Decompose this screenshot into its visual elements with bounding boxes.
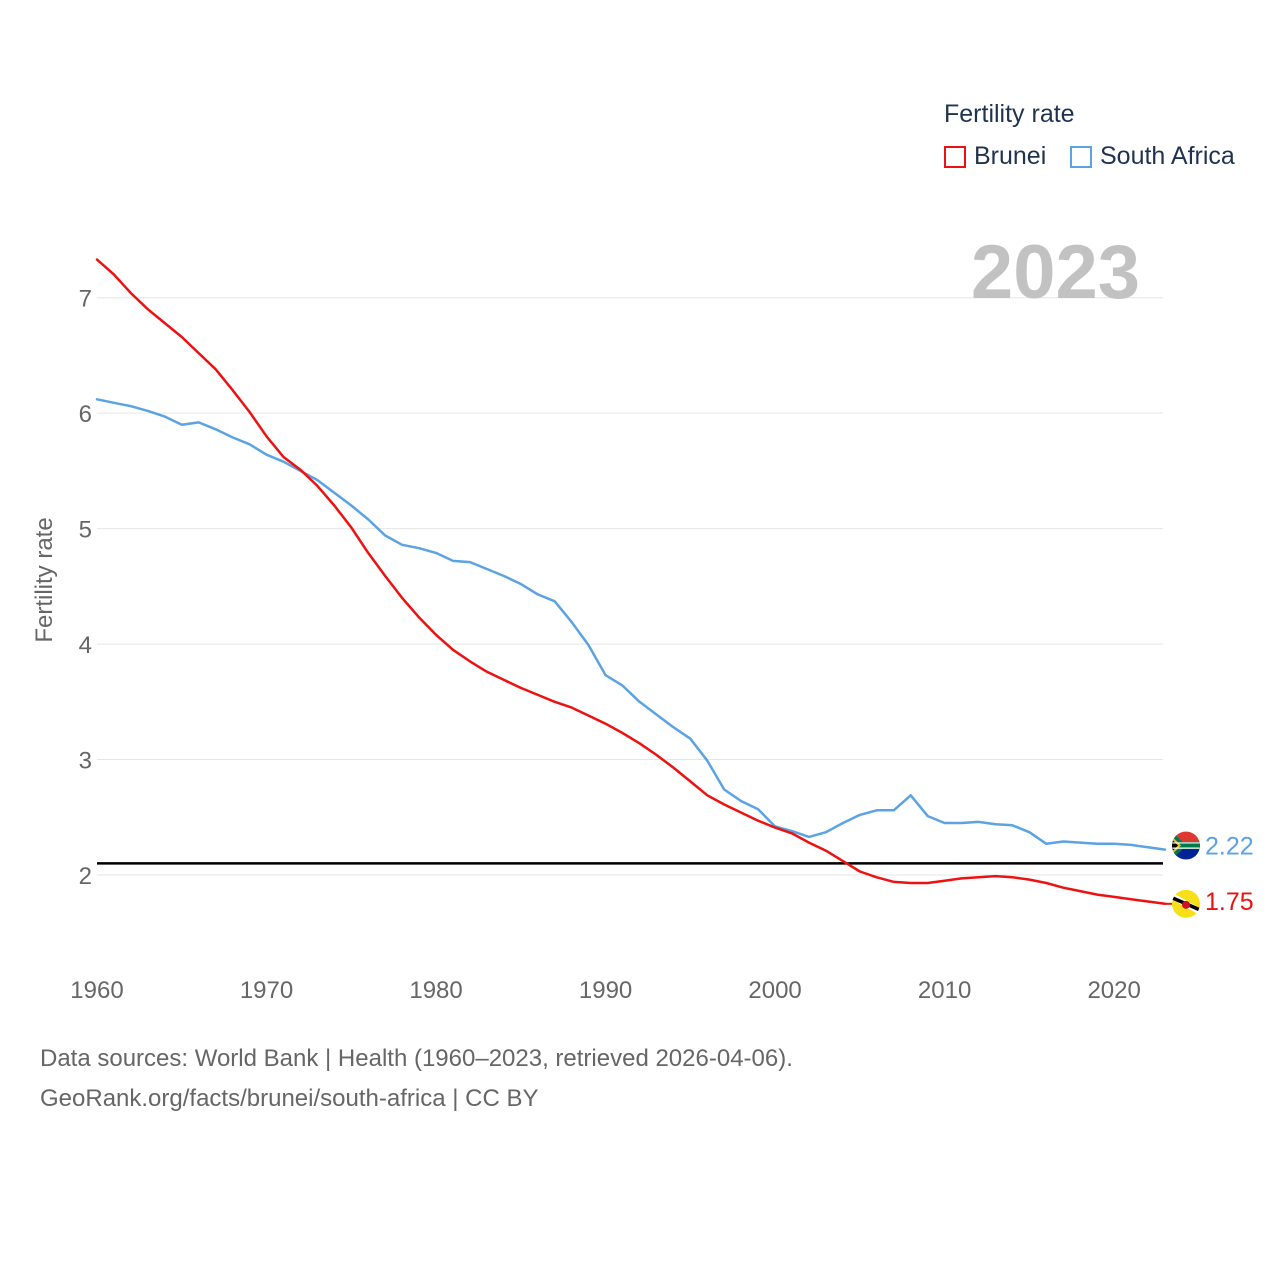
end-labels: 2.22 1.75 xyxy=(1165,831,1254,918)
x-tick-label: 2000 xyxy=(748,977,801,1004)
legend-title: Fertility rate xyxy=(944,100,1075,128)
series-line-south-africa xyxy=(95,398,1167,851)
y-axis-label: Fertility rate xyxy=(31,517,58,642)
y-axis-ticks: 2 3 4 5 6 7 xyxy=(79,286,92,890)
series-lines xyxy=(95,258,1167,906)
y-tick-label: 5 xyxy=(79,517,92,544)
y-tick-label: 3 xyxy=(79,748,92,775)
brunei-flag-icon xyxy=(1172,889,1200,918)
x-tick-label: 1960 xyxy=(70,977,123,1004)
legend-item-brunei[interactable]: Brunei xyxy=(944,142,1046,171)
y-tick-label: 4 xyxy=(79,632,92,659)
y-tick-label: 6 xyxy=(79,401,92,428)
end-label-south-africa: 2.22 xyxy=(1205,833,1254,861)
footer-sources: Data sources: World Bank | Health (1960–… xyxy=(40,1045,793,1072)
legend-swatch-south-africa xyxy=(1070,145,1092,168)
series-line-brunei xyxy=(95,258,1167,906)
y-tick-label: 2 xyxy=(79,863,92,890)
x-tick-label: 1990 xyxy=(579,977,632,1004)
y-tick-label: 7 xyxy=(79,286,92,313)
x-tick-label: 1980 xyxy=(409,977,462,1004)
x-tick-label: 1970 xyxy=(240,977,293,1004)
x-tick-label: 2010 xyxy=(918,977,971,1004)
year-label: 2023 xyxy=(971,230,1140,315)
legend-label-brunei: Brunei xyxy=(974,142,1047,170)
x-tick-label: 2020 xyxy=(1087,977,1140,1004)
footer-attribution: GeoRank.org/facts/brunei/south-africa | … xyxy=(40,1085,539,1112)
legend-swatch-brunei xyxy=(944,145,966,168)
south-africa-flag-icon xyxy=(1172,831,1200,860)
end-label-brunei: 1.75 xyxy=(1205,888,1254,916)
x-axis-ticks: 1960 1970 1980 1990 2000 2010 2020 xyxy=(70,977,1141,1004)
legend-item-south-africa[interactable]: South Africa xyxy=(1070,142,1235,171)
gridlines xyxy=(97,297,1163,876)
legend-label-south-africa: South Africa xyxy=(1100,142,1235,170)
